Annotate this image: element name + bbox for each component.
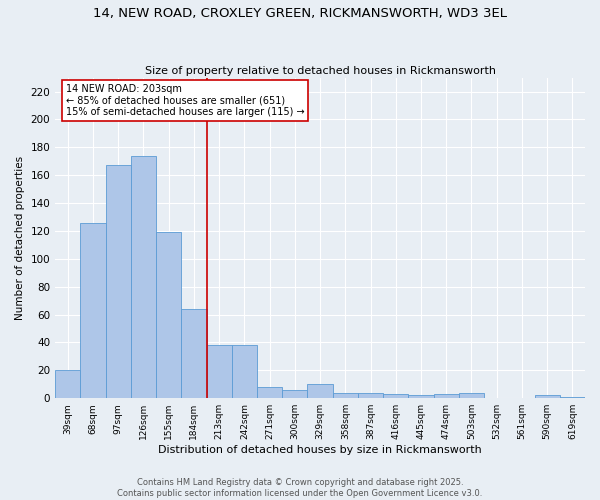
X-axis label: Distribution of detached houses by size in Rickmansworth: Distribution of detached houses by size … (158, 445, 482, 455)
Bar (156, 232, 181, 398)
Bar (181, 309, 206, 398)
Bar (257, 387, 282, 398)
Text: 14 NEW ROAD: 203sqm
← 85% of detached houses are smaller (651)
15% of semi-detac: 14 NEW ROAD: 203sqm ← 85% of detached ho… (66, 84, 304, 117)
Bar (106, 166, 131, 398)
Bar (131, 156, 156, 398)
Bar (282, 390, 307, 398)
Bar (55, 370, 80, 398)
Bar (535, 396, 560, 398)
Y-axis label: Number of detached properties: Number of detached properties (15, 156, 25, 320)
Bar (80, 222, 106, 398)
Bar (409, 396, 434, 398)
Title: Size of property relative to detached houses in Rickmansworth: Size of property relative to detached ho… (145, 66, 496, 76)
Bar (560, 397, 585, 398)
Bar (383, 394, 409, 398)
Text: 14, NEW ROAD, CROXLEY GREEN, RICKMANSWORTH, WD3 3EL: 14, NEW ROAD, CROXLEY GREEN, RICKMANSWOR… (93, 8, 507, 20)
Bar (232, 345, 257, 398)
Bar (434, 394, 459, 398)
Bar (206, 345, 232, 398)
Bar (307, 384, 332, 398)
Text: Contains HM Land Registry data © Crown copyright and database right 2025.
Contai: Contains HM Land Registry data © Crown c… (118, 478, 482, 498)
Bar (358, 392, 383, 398)
Bar (332, 392, 358, 398)
Bar (459, 392, 484, 398)
